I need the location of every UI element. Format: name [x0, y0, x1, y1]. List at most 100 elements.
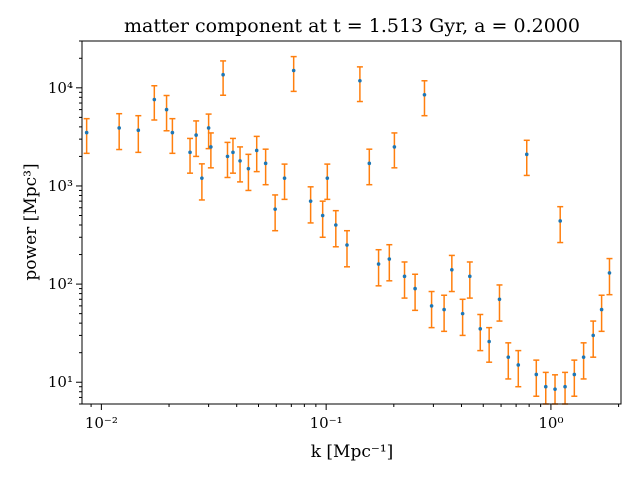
- errorbar: [207, 132, 214, 169]
- data-point: [334, 223, 338, 227]
- data-point: [273, 207, 277, 211]
- data-point: [442, 307, 446, 312]
- errorbar: [253, 135, 260, 173]
- errorbar: [598, 294, 605, 333]
- data-point: [254, 148, 259, 153]
- errorbar: [466, 261, 473, 299]
- errorbar: [187, 137, 194, 174]
- data-point: [117, 126, 121, 130]
- x-tick-label: 10⁻¹: [310, 414, 343, 432]
- data-point: [478, 327, 483, 331]
- data-point: [506, 355, 511, 359]
- data-point: [543, 384, 548, 389]
- data-point: [282, 176, 287, 180]
- x-tick-label: 10⁻²: [85, 414, 118, 432]
- data-point: [402, 274, 407, 279]
- errorbar: [163, 94, 170, 132]
- errorbar: [224, 141, 231, 179]
- data-point: [429, 304, 434, 308]
- data-point: [263, 161, 268, 166]
- errorbar: [571, 359, 578, 397]
- data-point: [291, 68, 296, 73]
- data-point: [376, 262, 381, 266]
- errorbar: [606, 257, 613, 296]
- data-point: [136, 128, 141, 132]
- data-point: [231, 150, 235, 155]
- errorbar: [557, 205, 564, 244]
- data-point: [238, 159, 242, 163]
- data-point: [468, 274, 472, 279]
- plot-frame: [81, 40, 622, 405]
- errorbar: [193, 120, 200, 158]
- data-point: [413, 286, 417, 291]
- errorbar: [496, 284, 503, 322]
- y-tick-label: 10²: [48, 275, 73, 293]
- data-point: [563, 384, 567, 389]
- data-point: [497, 297, 502, 302]
- data-point: [221, 72, 225, 77]
- data-point: [170, 130, 175, 135]
- errorbar: [220, 60, 227, 97]
- errorbar: [319, 200, 326, 239]
- errorbar: [135, 114, 142, 154]
- data-point: [392, 145, 397, 149]
- errorbar: [523, 139, 530, 177]
- errorbar: [421, 80, 428, 117]
- data-point-layer: [84, 68, 612, 391]
- y-axis-label: power [Mpc³]: [21, 163, 41, 280]
- errorbar: [332, 209, 339, 248]
- errorbar: [116, 112, 123, 151]
- data-point: [558, 219, 563, 223]
- errorbar: [83, 117, 90, 155]
- data-point: [225, 154, 230, 159]
- data-point: [206, 126, 211, 130]
- errorbar: [477, 313, 484, 352]
- errorbar: [356, 66, 363, 103]
- errorbar-layer: [83, 55, 613, 405]
- errorbar: [391, 132, 398, 169]
- data-point: [387, 257, 392, 261]
- y-tick-label: 10⁴: [48, 79, 73, 97]
- errorbar: [459, 298, 466, 337]
- data-point: [450, 267, 454, 272]
- data-point: [320, 213, 325, 218]
- errorbar: [324, 163, 331, 201]
- errorbar: [290, 55, 297, 93]
- errorbar: [580, 342, 587, 380]
- data-point: [194, 133, 198, 137]
- errorbar: [505, 342, 512, 380]
- errorbar: [515, 349, 522, 388]
- data-point: [152, 97, 157, 102]
- errorbar: [486, 326, 493, 363]
- data-point: [524, 152, 529, 157]
- errorbar: [262, 148, 269, 186]
- data-point: [200, 176, 204, 180]
- data-point: [188, 150, 192, 155]
- data-point: [607, 271, 612, 275]
- errorbar: [375, 248, 382, 287]
- errorbar: [366, 148, 373, 186]
- errorbar: [441, 294, 448, 333]
- x-axis-label: k [Mpc⁻¹]: [311, 442, 394, 462]
- data-point: [84, 130, 89, 135]
- data-point: [460, 311, 465, 316]
- data-point: [487, 339, 491, 344]
- data-point: [572, 372, 577, 377]
- data-point: [164, 107, 169, 112]
- data-point: [422, 92, 427, 97]
- data-point: [325, 176, 330, 180]
- errorbar: [229, 137, 236, 174]
- errorbar: [151, 84, 158, 121]
- errorbar: [428, 290, 435, 329]
- data-point: [308, 199, 313, 203]
- chart-title: matter component at t = 1.513 Gyr, a = 0…: [124, 15, 580, 37]
- errorbar: [533, 359, 540, 397]
- data-point: [367, 161, 372, 166]
- data-point: [553, 387, 557, 391]
- errorbar: [245, 153, 252, 192]
- data-point: [516, 363, 521, 367]
- errorbar: [169, 117, 176, 155]
- errorbar: [412, 273, 419, 312]
- data-point: [534, 372, 539, 377]
